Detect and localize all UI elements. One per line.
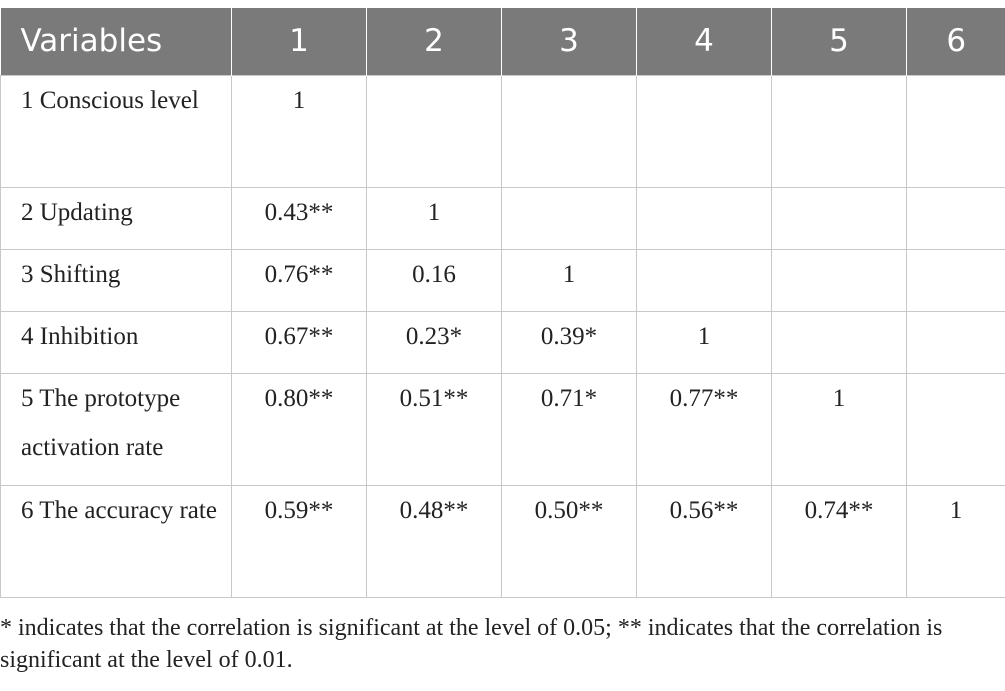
row-label: 5 The prototype activation rate	[0, 372, 232, 486]
table-cell: 0.67**	[231, 310, 367, 374]
row-label: 3 Shifting	[0, 248, 232, 312]
table-cell	[906, 248, 1005, 312]
table-cell	[906, 186, 1005, 250]
table-header: Variables 1 2 3 4 5 6	[0, 8, 1005, 75]
table-cell: 0.50**	[501, 484, 637, 598]
header-cell-1: 1	[231, 8, 367, 75]
table-cell: 0.23*	[366, 310, 502, 374]
correlation-table: Variables 1 2 3 4 5 6 1 Conscious level …	[0, 8, 1005, 598]
table-cell: 0.48**	[366, 484, 502, 598]
table-cell: 0.77**	[636, 372, 772, 486]
table-cell	[636, 74, 772, 188]
table-row: 1 Conscious level 1	[0, 74, 1005, 188]
table-row: 5 The prototype activation rate 0.80** 0…	[0, 372, 1005, 486]
table-cell	[906, 372, 1005, 486]
table-cell: 0.51**	[366, 372, 502, 486]
header-cell-4: 4	[636, 8, 772, 75]
table-row: 4 Inhibition 0.67** 0.23* 0.39* 1	[0, 310, 1005, 374]
table-cell	[906, 310, 1005, 374]
header-cell-2: 2	[366, 8, 502, 75]
table-cell	[366, 74, 502, 188]
row-label: 2 Updating	[0, 186, 232, 250]
table-cell	[771, 310, 907, 374]
table-cell: 0.59**	[231, 484, 367, 598]
table-cell: 1	[366, 186, 502, 250]
table-cell: 1	[906, 484, 1005, 598]
table-cell	[636, 248, 772, 312]
table-cell: 0.43**	[231, 186, 367, 250]
table-cell: 0.71*	[501, 372, 637, 486]
table-body: 1 Conscious level 1 2 Updating 0.43** 1 …	[0, 74, 1005, 598]
header-cell-3: 3	[501, 8, 637, 75]
header-cell-6: 6	[906, 8, 1005, 75]
table-row: 2 Updating 0.43** 1	[0, 186, 1005, 250]
table-footnote: * indicates that the correlation is sign…	[0, 615, 943, 673]
table-cell: 0.74**	[771, 484, 907, 598]
table-cell	[501, 74, 637, 188]
table-row: 3 Shifting 0.76** 0.16 1	[0, 248, 1005, 312]
header-cell-variables: Variables	[0, 8, 232, 75]
table-cell	[771, 186, 907, 250]
row-label: 4 Inhibition	[0, 310, 232, 374]
table-cell	[501, 186, 637, 250]
table-cell: 0.76**	[231, 248, 367, 312]
table-cell: 0.56**	[636, 484, 772, 598]
table-cell	[771, 248, 907, 312]
header-cell-5: 5	[771, 8, 907, 75]
table-cell: 1	[231, 74, 367, 188]
table-row: 6 The accuracy rate 0.59** 0.48** 0.50**…	[0, 484, 1005, 598]
table-cell	[636, 186, 772, 250]
table-cell: 0.39*	[501, 310, 637, 374]
table-cell: 0.80**	[231, 372, 367, 486]
row-label: 1 Conscious level	[0, 74, 232, 188]
row-label: 6 The accuracy rate	[0, 484, 232, 598]
header-row: Variables 1 2 3 4 5 6	[0, 8, 1005, 75]
table-cell	[906, 74, 1005, 188]
table-cell: 1	[636, 310, 772, 374]
table-cell	[771, 74, 907, 188]
table-cell: 1	[771, 372, 907, 486]
table-cell: 0.16	[366, 248, 502, 312]
table-cell: 1	[501, 248, 637, 312]
